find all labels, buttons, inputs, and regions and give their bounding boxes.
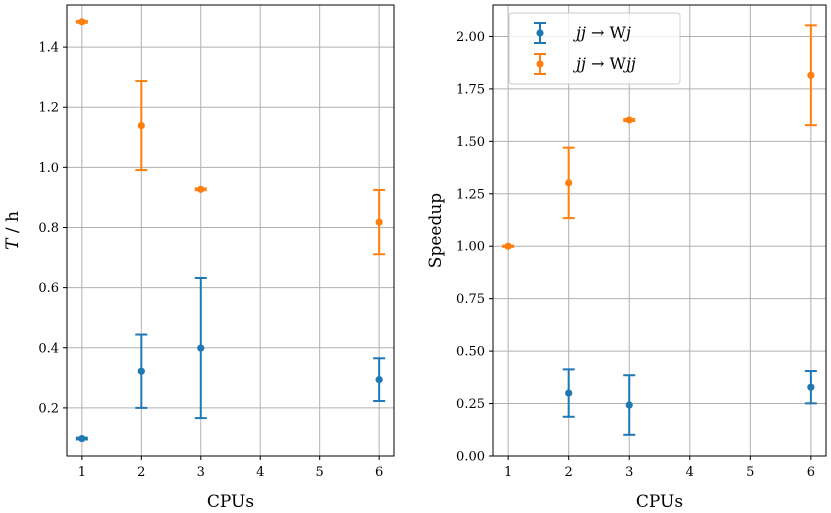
legend-initial-state: jj bbox=[573, 23, 586, 42]
data-point bbox=[197, 344, 205, 352]
y-tick-label: 0.75 bbox=[456, 292, 485, 307]
data-point bbox=[78, 18, 86, 26]
y-axis-label: Speedup bbox=[426, 193, 446, 268]
x-tick-label: 4 bbox=[256, 465, 264, 480]
data-point bbox=[137, 121, 145, 130]
data-point bbox=[565, 389, 573, 397]
data-point bbox=[137, 367, 145, 375]
y-tick-label: 0.4 bbox=[38, 341, 59, 356]
legend-jets: j bbox=[623, 23, 631, 42]
data-point bbox=[565, 179, 573, 187]
y-tick-label: 1.50 bbox=[456, 135, 485, 150]
y-tick-label: 0.6 bbox=[38, 281, 59, 296]
y-tick-label: 1.0 bbox=[38, 161, 59, 176]
x-tick-label: 6 bbox=[375, 465, 383, 480]
data-point bbox=[375, 376, 383, 384]
y-tick-label: 1.75 bbox=[456, 82, 485, 97]
right-panel-speedup-chart: 1 2 3 4 5 6 0.00 0.25 0.50 0.75 1.00 1.25 1.50 1.75 2.… bbox=[426, 4, 827, 512]
legend-initial-state: jj bbox=[573, 54, 586, 73]
y-tick-label: 0.25 bbox=[456, 397, 485, 412]
legend-boson: W bbox=[610, 54, 627, 73]
data-point bbox=[78, 434, 86, 443]
y-tick-label: 1.25 bbox=[456, 187, 485, 202]
data-point bbox=[807, 383, 815, 391]
x-tick-label: 1 bbox=[504, 465, 512, 480]
x-tick-label: 1 bbox=[78, 465, 86, 480]
legend-label: jj → Wj bbox=[573, 23, 631, 42]
legend-label: jj → Wjj bbox=[573, 54, 636, 73]
y-tick-label: 2.00 bbox=[456, 30, 485, 45]
legend-box bbox=[508, 12, 681, 85]
x-axis-label: CPUs bbox=[207, 492, 254, 512]
legend-arrow: → bbox=[586, 54, 610, 73]
x-tick-label: 3 bbox=[197, 465, 205, 480]
y-tick-label: 0.2 bbox=[38, 401, 59, 416]
y-axis-label-unit: / h bbox=[3, 211, 23, 239]
x-tick-label: 5 bbox=[746, 465, 754, 480]
x-tick-label: 2 bbox=[137, 465, 145, 480]
left-panel-time-chart: 1 2 3 4 5 6 0.2 0.4 0.6 0.8 1.0 1.2 1.4 CPUs T / h bbox=[3, 4, 395, 512]
y-tick-label: 1.00 bbox=[456, 240, 485, 255]
data-point bbox=[504, 242, 512, 250]
x-tick-label: 4 bbox=[686, 465, 694, 480]
y-tick-label: 0.50 bbox=[456, 345, 485, 360]
data-point bbox=[807, 71, 815, 79]
y-tick-label: 0.00 bbox=[456, 450, 485, 465]
data-point bbox=[375, 218, 383, 226]
data-point bbox=[197, 185, 205, 193]
y-tick-label: 1.4 bbox=[38, 41, 59, 56]
x-axis-label: CPUs bbox=[636, 492, 683, 512]
legend-marker bbox=[536, 60, 544, 68]
axes-frame bbox=[492, 4, 827, 457]
y-tick-label: 0.8 bbox=[38, 221, 59, 236]
x-tick-label: 5 bbox=[316, 465, 324, 480]
y-axis-label-symbol: T bbox=[3, 237, 23, 250]
x-tick-label: 2 bbox=[565, 465, 573, 480]
legend-marker bbox=[536, 29, 544, 37]
data-point bbox=[625, 116, 633, 124]
y-tick-label: 1.2 bbox=[38, 101, 59, 116]
axes-frame bbox=[66, 4, 395, 457]
x-tick-label: 6 bbox=[807, 465, 815, 480]
y-axis-label: T / h bbox=[3, 211, 23, 250]
legend-jets: jj bbox=[623, 54, 636, 73]
data-point bbox=[625, 401, 633, 409]
legend-arrow: → bbox=[586, 23, 610, 42]
legend-boson: W bbox=[610, 23, 627, 42]
x-tick-label: 3 bbox=[625, 465, 633, 480]
